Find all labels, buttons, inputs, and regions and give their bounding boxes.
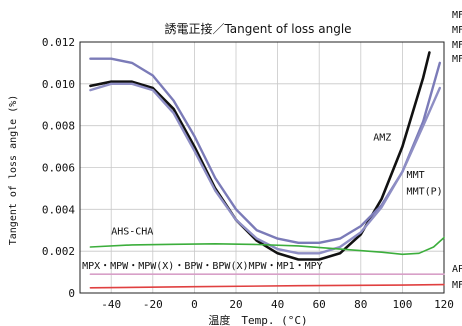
- y-tick-label: 0.008: [42, 120, 75, 133]
- annotation-label: AHS-CHA: [111, 226, 153, 237]
- edge-label: MF: [452, 280, 462, 291]
- x-tick-label: 20: [229, 298, 242, 311]
- annotation-label: MMT(P): [407, 187, 443, 198]
- x-tick-label: 0: [191, 298, 198, 311]
- chart-title: 誘電正接／Tangent of loss angle: [164, 21, 351, 36]
- series-layer: [89, 51, 445, 289]
- series-line-mmt-p: [89, 82, 441, 255]
- edge-label: MF: [452, 10, 462, 21]
- x-tick-label: -40: [101, 298, 121, 311]
- x-axis-label: 温度 Temp. (°C): [208, 313, 307, 326]
- x-tick-label: 80: [354, 298, 367, 311]
- y-tick-label: 0.004: [42, 203, 75, 216]
- y-tick-label: 0.006: [42, 162, 75, 175]
- x-tick-label: 120: [434, 298, 454, 311]
- x-tick-label: -20: [143, 298, 163, 311]
- x-tick-label: 40: [271, 298, 284, 311]
- y-tick-label: 0.002: [42, 245, 75, 258]
- annotation-layer: AMZ MMT MMT(P) AHS-CHA MPX・MPW・MPW(X)・BPW・BP…: [82, 132, 443, 272]
- annotation-label: MMT: [407, 170, 425, 181]
- x-tick-label: 60: [313, 298, 326, 311]
- axes: [79, 41, 445, 294]
- x-tick-label: 100: [392, 298, 412, 311]
- annotation-label: MPX・MPW・MPW(X)・BPW・BPW(X)MPW・MP1・MPY: [82, 261, 323, 272]
- edge-label: AP: [452, 264, 462, 275]
- edge-label: MF: [452, 25, 462, 36]
- annotation-label: AMZ: [373, 132, 391, 143]
- plot-frame: [79, 41, 445, 294]
- y-tick-label: 0.010: [42, 78, 75, 91]
- y-tick-label: 0: [68, 287, 75, 300]
- grid: [80, 41, 445, 294]
- series-line-amz: [89, 51, 431, 261]
- series-line-ap: [89, 283, 445, 289]
- y-tick-label: 0.012: [42, 36, 75, 49]
- edge-labels: MF MF MF MF AP MF: [452, 10, 462, 291]
- edge-label: MF: [452, 40, 462, 51]
- edge-label: MF: [452, 54, 462, 65]
- series-line-ahs-cha: [89, 236, 445, 256]
- tick-layer: -40 -20 0 20 40 60 80 100 120 0 0.002 0.004 0.006 0.0…: [42, 36, 454, 311]
- y-axis-label: Tangent of loss angle (%): [8, 95, 19, 246]
